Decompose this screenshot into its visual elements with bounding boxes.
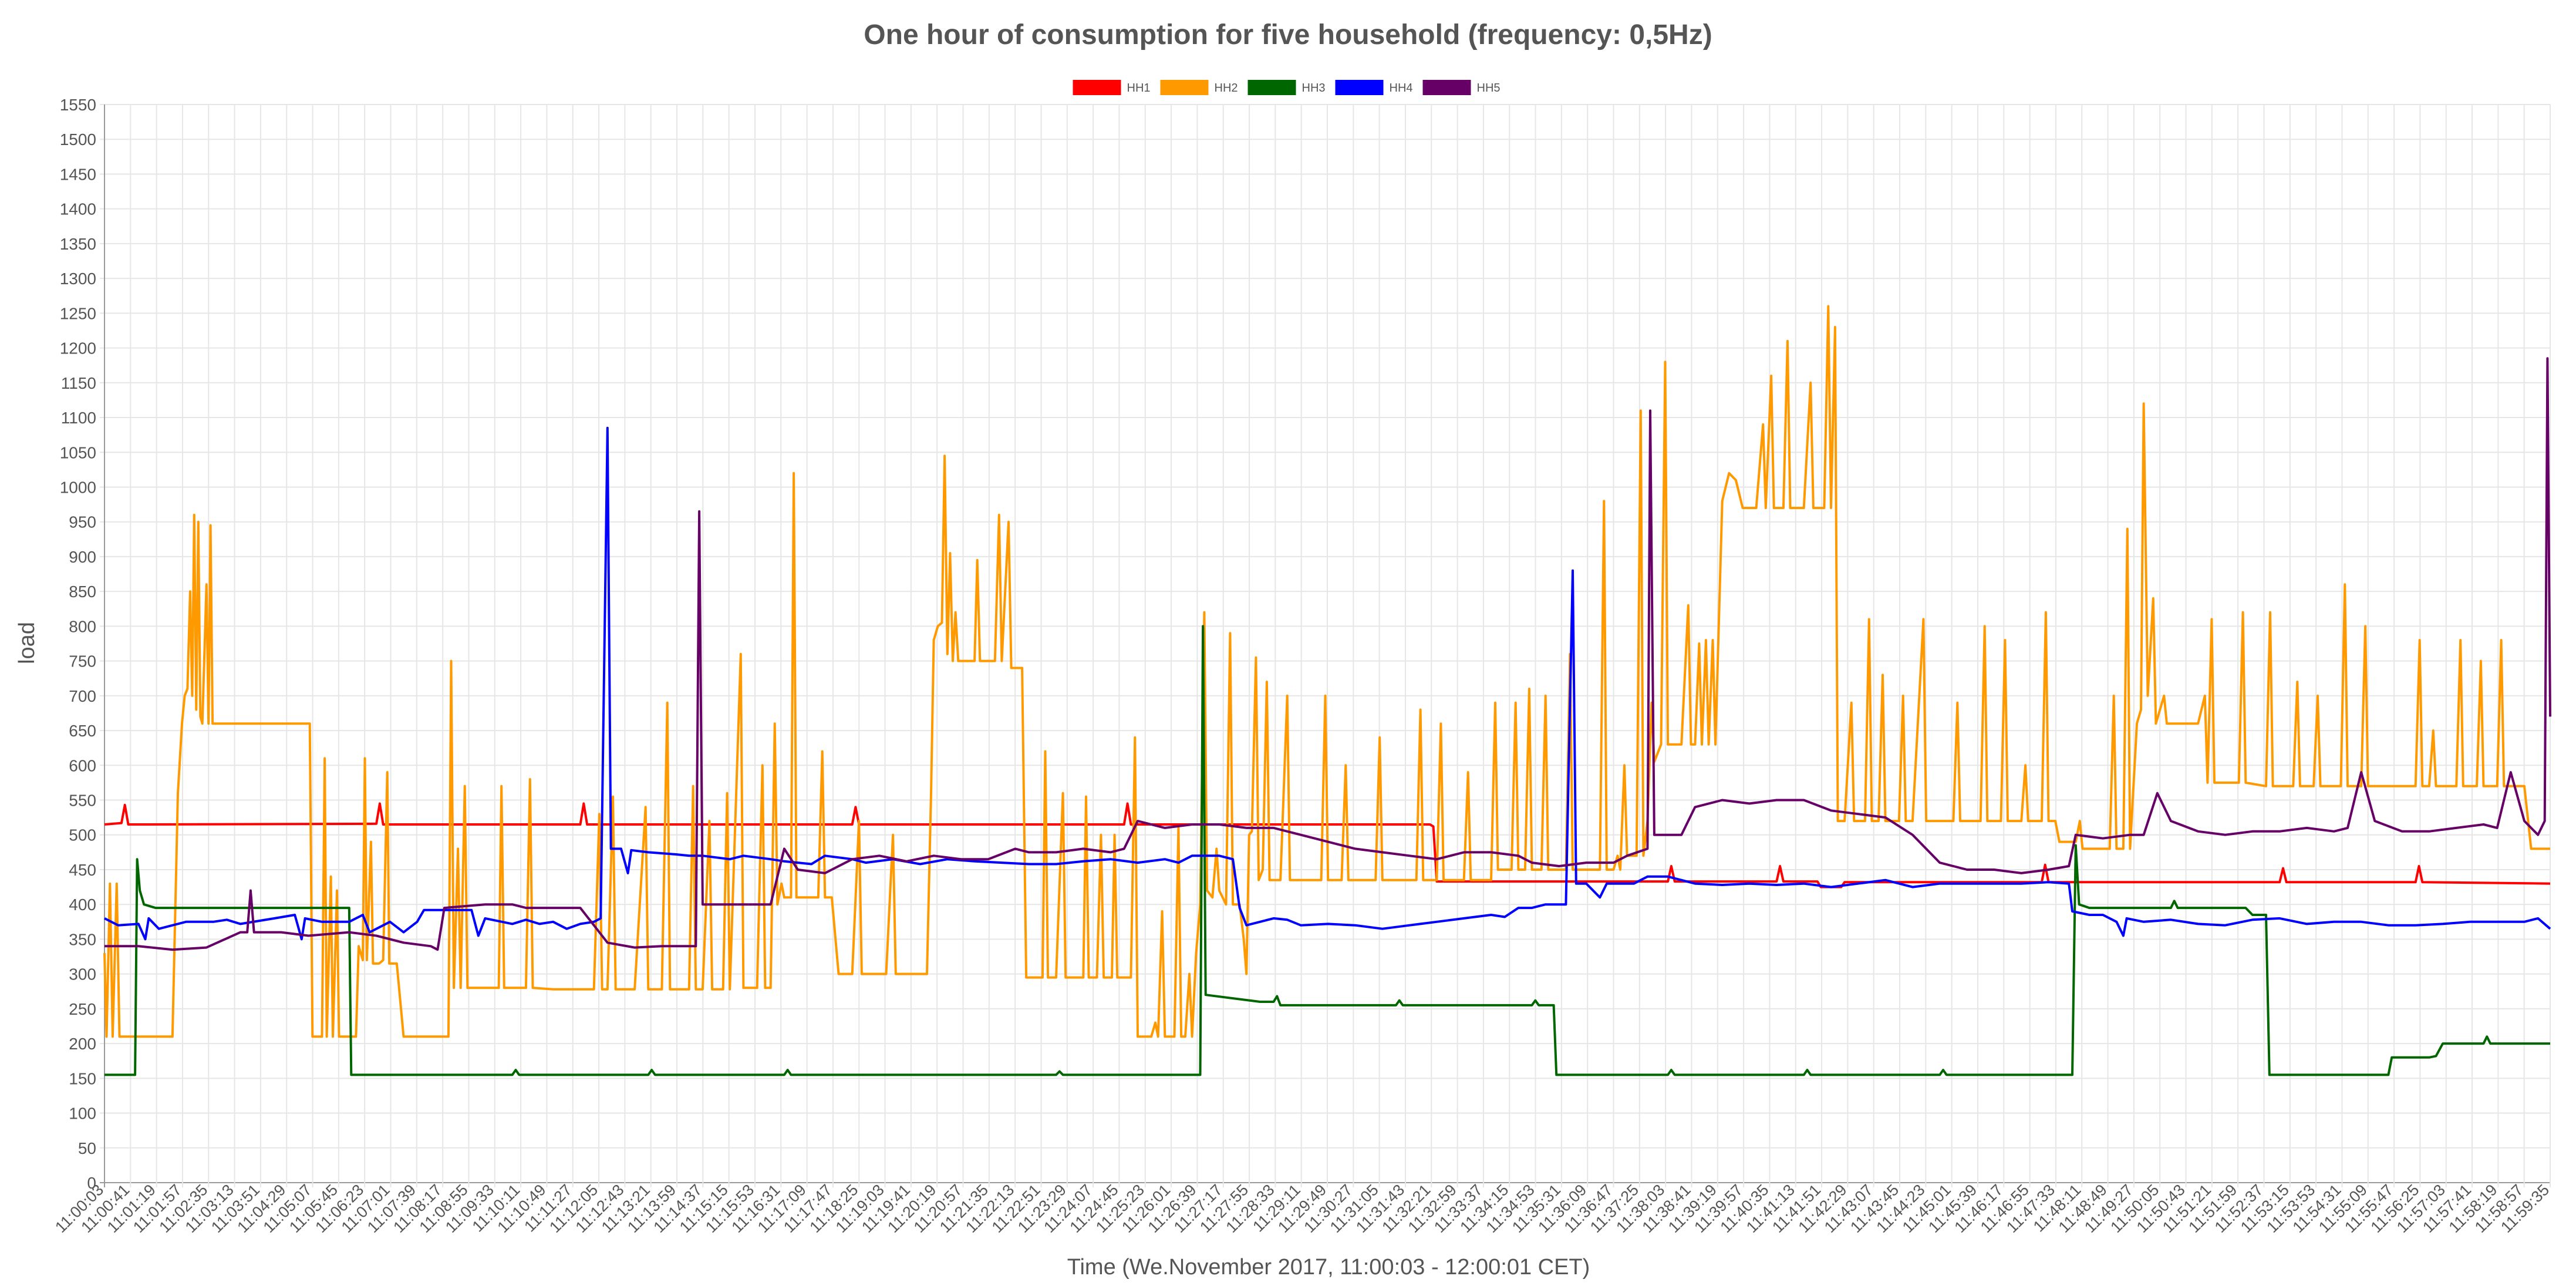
y-tick-label: 1450 bbox=[60, 165, 96, 183]
y-tick-label: 550 bbox=[69, 792, 96, 810]
y-tick-label: 850 bbox=[69, 583, 96, 601]
y-tick-label: 1350 bbox=[60, 235, 96, 253]
legend-swatch bbox=[1073, 80, 1121, 95]
y-tick-label: 800 bbox=[69, 617, 96, 635]
y-tick-label: 1550 bbox=[60, 96, 96, 114]
series-line-hh3 bbox=[104, 625, 2550, 1076]
y-tick-label: 450 bbox=[69, 861, 96, 879]
y-tick-label: 1150 bbox=[61, 374, 96, 392]
y-tick-label: 750 bbox=[69, 652, 96, 671]
y-tick-label: 1100 bbox=[61, 409, 96, 427]
y-tick-label: 150 bbox=[69, 1069, 96, 1088]
legend: HH1 HH2 HH3 HH4 HH5 bbox=[1073, 80, 1501, 95]
y-tick-label: 700 bbox=[69, 687, 96, 705]
y-axis-label: load bbox=[15, 622, 39, 664]
y-tick-label: 50 bbox=[78, 1139, 96, 1157]
legend-swatch bbox=[1335, 80, 1384, 95]
legend-swatch bbox=[1247, 80, 1296, 95]
y-tick-label: 1500 bbox=[60, 130, 96, 149]
y-tick-label: 950 bbox=[69, 513, 96, 531]
y-tick-label: 600 bbox=[69, 756, 96, 775]
y-tick-label: 1200 bbox=[60, 339, 96, 358]
y-tick-label: 350 bbox=[69, 930, 96, 948]
legend-item-label: HH4 bbox=[1390, 82, 1413, 95]
legend-item-label: HH5 bbox=[1477, 82, 1501, 95]
legend-item-label: HH2 bbox=[1215, 82, 1238, 95]
y-tick-label: 650 bbox=[69, 722, 96, 740]
y-tick-label: 400 bbox=[69, 896, 96, 914]
y-tick-label: 250 bbox=[69, 1000, 96, 1018]
y-tick-label: 300 bbox=[69, 965, 96, 984]
y-tick-label: 1000 bbox=[60, 478, 96, 496]
gridlines bbox=[100, 104, 2551, 1187]
y-tick-label: 1300 bbox=[60, 270, 96, 288]
y-tick-label: 200 bbox=[69, 1035, 96, 1053]
legend-item-label: HH3 bbox=[1302, 82, 1326, 95]
legend-swatch bbox=[1422, 80, 1471, 95]
y-tick-label: 1250 bbox=[60, 304, 96, 322]
y-tick-label: 0 bbox=[87, 1174, 96, 1192]
y-tick-label: 1050 bbox=[60, 443, 96, 462]
series-line-hh5 bbox=[104, 357, 2551, 951]
x-axis-ticks: 11:00:0311:00:4111:01:1911:01:5711:02:35… bbox=[52, 1181, 2553, 1236]
series-lines bbox=[103, 305, 2551, 1076]
y-tick-label: 1400 bbox=[60, 200, 96, 218]
y-tick-label: 100 bbox=[69, 1105, 96, 1123]
legend-item-label: HH1 bbox=[1127, 82, 1151, 95]
legend-swatch bbox=[1160, 80, 1209, 95]
series-line-hh2 bbox=[103, 305, 2550, 1038]
y-tick-label: 900 bbox=[69, 548, 96, 566]
y-tick-label: 500 bbox=[69, 826, 96, 844]
x-axis-label: Time (We.November 2017, 11:00:03 - 12:00… bbox=[1067, 1255, 1590, 1280]
y-axis-ticks: 0 50 100 150 200 250 300 350 400 450 500 550 600 650 7… bbox=[60, 96, 96, 1192]
chart-title: One hour of consumption for five househo… bbox=[864, 19, 1712, 51]
